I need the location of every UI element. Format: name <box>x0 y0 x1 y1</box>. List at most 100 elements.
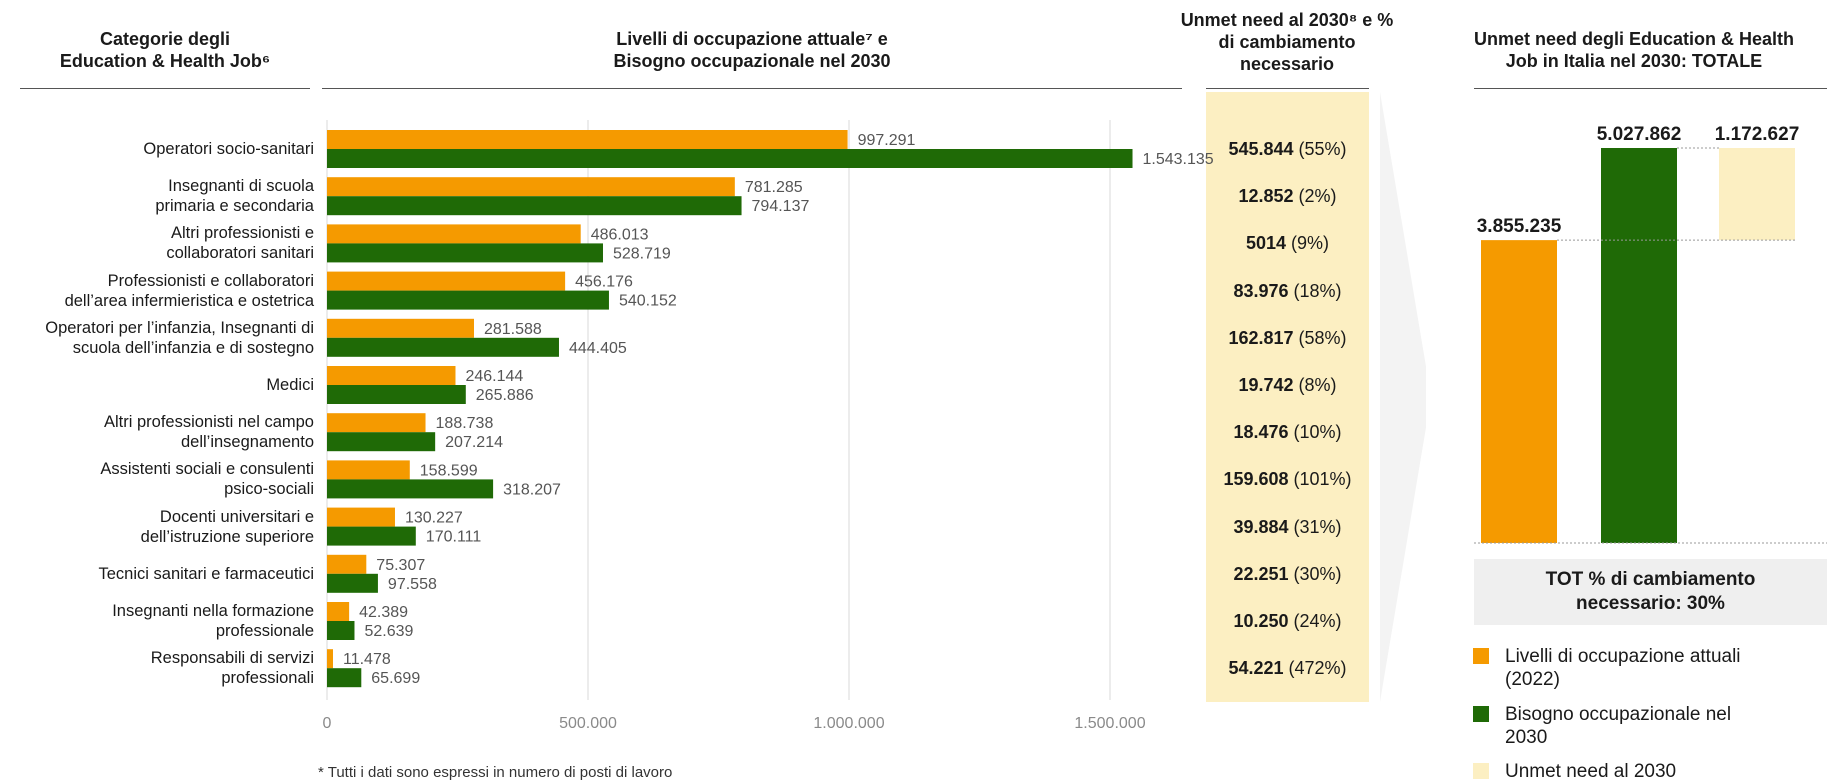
bar-current-value-label: 75.307 <box>376 557 425 574</box>
bar-need-value-label: 65.699 <box>371 670 420 687</box>
bar-current <box>327 130 848 149</box>
total-header: Unmet need degli Education & Health Job … <box>1473 29 1795 71</box>
bar-need-2030 <box>327 621 355 640</box>
legend-swatch <box>1473 706 1489 722</box>
bar-current-value-label: 188.738 <box>436 415 494 432</box>
category-label: Tecnici sanitari e farmaceutici <box>98 564 315 583</box>
bar-current <box>327 507 395 527</box>
category-label: Operatori per l’infanzia, Insegnanti di … <box>45 318 314 357</box>
bar-current <box>327 460 410 480</box>
x-tick-label: 500.000 <box>559 715 617 732</box>
total-bar-current <box>1481 240 1557 543</box>
category-label: Altri professionisti nel campo dell’inse… <box>103 413 314 452</box>
unmet-need-value: 5014 (9%) <box>1245 233 1330 254</box>
category-label: Altri professionisti e collaboratori san… <box>166 224 314 263</box>
bar-current <box>327 413 426 433</box>
unmet-need-value: 22.251 (30%) <box>1233 563 1342 584</box>
bar-need-value-label: 265.886 <box>476 387 534 404</box>
bar-current-value-label: 130.227 <box>405 510 463 527</box>
unmet-need-value: 19.742 (8%) <box>1238 375 1337 395</box>
bar-current-value-label: 486.013 <box>591 226 649 243</box>
bar-need-value-label: 528.719 <box>613 245 671 262</box>
category-label: Docenti universitari e dell’istruzione s… <box>140 507 314 546</box>
bar-need-value-label: 444.405 <box>569 340 627 357</box>
bar-need-2030 <box>327 243 603 263</box>
total-value-label: 3.855.235 <box>1477 216 1562 237</box>
unmet-header-rule <box>1206 88 1369 89</box>
unmet-header: Unmet need al 2030⁸ e % di cambiamento n… <box>1180 10 1394 74</box>
category-label: Medici <box>266 376 314 394</box>
categories-header: Categorie degli Education & Health Job⁶ <box>59 29 271 71</box>
total-change-box: TOT % di cambiamento necessario: 30% <box>1474 559 1827 625</box>
unmet-need-value: 12.852 (2%) <box>1238 186 1337 207</box>
bar-need-2030 <box>327 573 378 593</box>
bar-current-value-label: 781.285 <box>745 179 803 196</box>
bar-current-value-label: 456.176 <box>575 274 633 291</box>
legend-label: Livelli di occupazione attuali (2022) <box>1505 646 1741 690</box>
category-label: Assistenti sociali e consulenti psico-so… <box>100 460 314 499</box>
bar-need-value-label: 97.558 <box>388 576 437 593</box>
total-value-label: 5.027.862 <box>1597 124 1682 145</box>
bar-current <box>327 602 350 621</box>
unmet-need-value: 18.476 (10%) <box>1233 422 1342 443</box>
total-value-label: 1.172.627 <box>1715 124 1800 145</box>
bar-need-2030 <box>327 432 436 452</box>
bar-need-2030 <box>327 337 559 357</box>
categories-header-rule <box>20 88 310 89</box>
legend-label: Bisogno occupazionale nel 2030 <box>1505 704 1732 748</box>
unmet-column <box>1206 92 1369 702</box>
bar-current-value-label: 246.144 <box>465 368 523 385</box>
bar-current <box>327 177 735 197</box>
bar-need-value-label: 794.137 <box>752 198 810 215</box>
bar-current-value-label: 158.599 <box>420 462 478 479</box>
unmet-need-value: 159.608 (101%) <box>1223 469 1352 490</box>
footnote: * Tutti i dati sono espressi in numero d… <box>318 764 673 781</box>
legend-swatch <box>1473 763 1489 779</box>
category-label: Insegnanti di scuola primaria e secondar… <box>155 177 314 216</box>
bar-current <box>327 649 333 669</box>
unmet-need-value: 545.844 (55%) <box>1228 139 1347 159</box>
bar-need-value-label: 52.639 <box>364 623 413 640</box>
levels-header: Livelli di occupazione attuale⁷ e Bisogn… <box>613 29 891 71</box>
bar-need-value-label: 1.543.135 <box>1143 151 1214 168</box>
bar-current <box>327 366 456 385</box>
unmet-need-value: 162.817 (58%) <box>1228 327 1347 348</box>
category-label: Insegnanti nella formazione professional… <box>112 602 314 640</box>
levels-header-rule <box>322 88 1182 89</box>
bar-current <box>327 318 474 338</box>
unmet-need-value: 54.221 (472%) <box>1228 658 1347 679</box>
bar-need-2030 <box>327 290 609 310</box>
bar-current-value-label: 281.588 <box>484 321 542 338</box>
unmet-need-value: 83.976 (18%) <box>1233 280 1342 301</box>
bar-current <box>327 271 566 291</box>
bar-need-value-label: 170.111 <box>426 529 482 546</box>
total-bar-need <box>1601 148 1677 543</box>
bar-need-2030 <box>327 479 494 499</box>
category-label: Professionisti e collaboratori dell’area… <box>64 271 314 310</box>
bar-need-2030 <box>327 668 362 688</box>
bar-current-value-label: 42.389 <box>359 604 408 621</box>
bar-current <box>327 554 367 574</box>
bar-current-value-label: 997.291 <box>858 132 916 149</box>
bar-need-2030 <box>327 526 416 546</box>
bar-need-value-label: 207.214 <box>445 434 503 451</box>
bar-need-value-label: 540.152 <box>619 293 677 310</box>
bar-need-value-label: 318.207 <box>503 481 561 498</box>
unmet-need-value: 39.884 (31%) <box>1233 516 1342 537</box>
category-label: Operatori socio-sanitari <box>143 140 314 158</box>
bar-current-value-label: 11.478 <box>343 651 391 668</box>
x-tick-label: 1.000.000 <box>813 715 884 732</box>
category-label: Responsabili di servizi professionali <box>150 649 314 688</box>
bar-need-2030 <box>327 385 466 404</box>
bar-need-2030 <box>327 196 742 216</box>
total-header-rule <box>1474 88 1827 89</box>
legend-swatch <box>1473 648 1489 664</box>
legend-label: Unmet need al 2030 <box>1505 761 1677 782</box>
unmet-need-value: 10.250 (24%) <box>1233 611 1342 631</box>
bar-need-2030 <box>327 149 1133 168</box>
total-bar-unmet <box>1719 148 1795 241</box>
x-tick-label: 0 <box>323 715 332 732</box>
bar-current <box>327 224 581 244</box>
